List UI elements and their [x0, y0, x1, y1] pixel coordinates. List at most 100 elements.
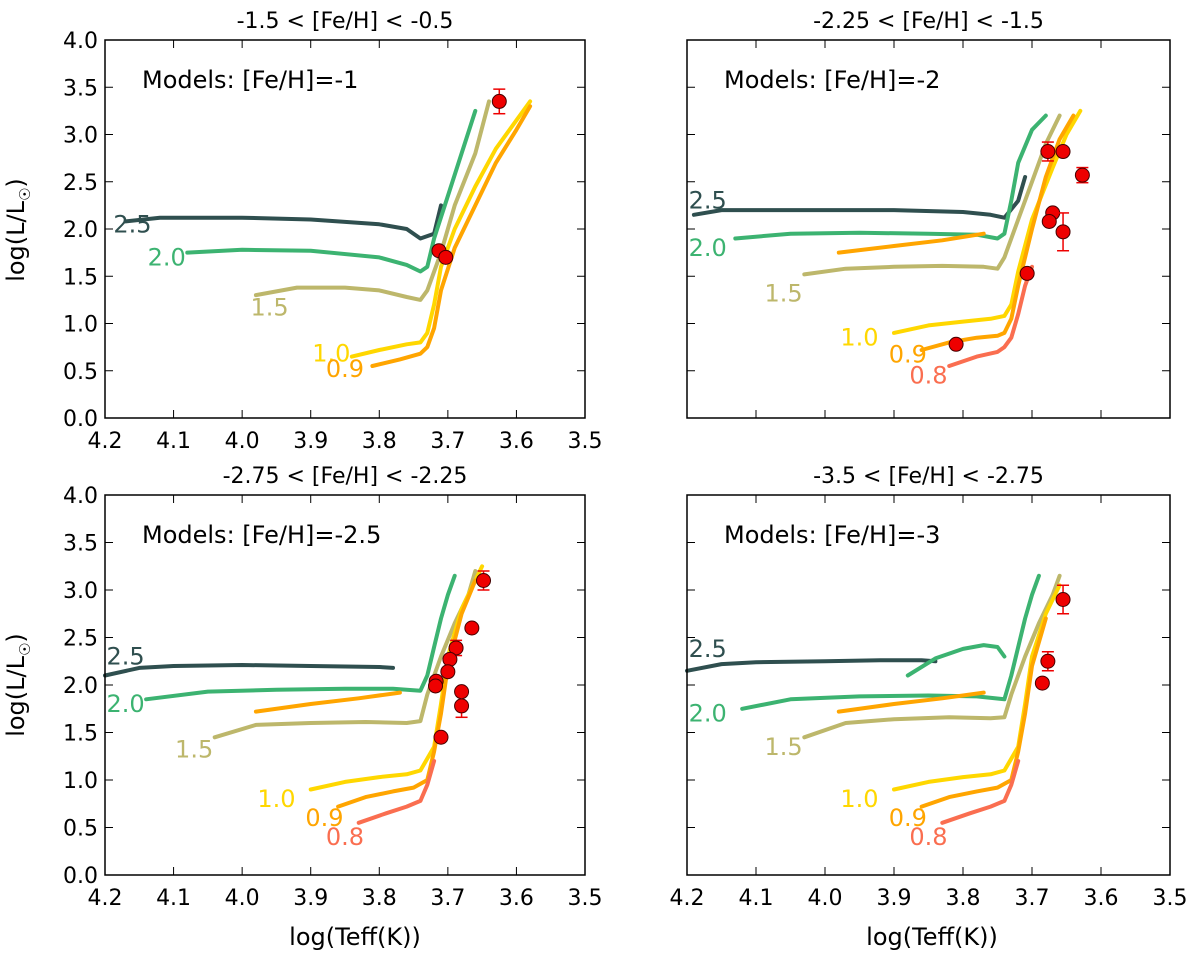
x-tick-label: 4.0 [225, 886, 260, 911]
track-label: 0.9 [889, 341, 927, 369]
y-tick-label: 3.0 [63, 579, 98, 604]
y-tick-label: 0.0 [63, 407, 98, 432]
data-point [948, 336, 964, 352]
track-label: 2.0 [106, 690, 144, 718]
x-tick-label: 4.1 [739, 886, 774, 911]
y-axis-label-close: ) [2, 178, 30, 187]
y-axis-label-bottom: log(L/L☉) [2, 633, 34, 737]
track-label: 1.5 [175, 736, 213, 764]
track-0.9 [370, 104, 533, 368]
data-point [442, 651, 458, 667]
track-2.5 [685, 658, 938, 673]
track-label: 0.9 [889, 804, 927, 832]
y-tick-label: 0.5 [63, 817, 98, 842]
panel-title: -1.5 < [Fe/H] < -0.5 [237, 9, 454, 34]
data-point [1019, 265, 1035, 281]
track-label: 2.5 [689, 187, 727, 215]
panel-title: -3.5 < [Fe/H] < -2.75 [813, 464, 1044, 489]
y-tick-label: 1.5 [63, 722, 98, 747]
x-tick-label: 3.6 [499, 429, 534, 454]
y-tick-label: 0.5 [63, 360, 98, 385]
y-axis-label-sub: ☉ [16, 188, 34, 201]
y-tick-label: 2.5 [63, 627, 98, 652]
track-2.0 [185, 108, 478, 274]
track-label: 0.8 [326, 823, 364, 851]
y-axis-label-close: ) [2, 633, 30, 642]
track-label: 2.5 [113, 210, 151, 238]
track-branch-6 [836, 231, 986, 255]
x-tick-label: 4.1 [156, 429, 191, 454]
data-point [428, 678, 444, 694]
panel-4: -3.5 < [Fe/H] < -2.75 2.5 2.0 1.5 1.0 0.90.8 M… [670, 464, 1188, 911]
x-tick-label: 3.9 [877, 886, 912, 911]
x-tick-label: 4.2 [88, 429, 123, 454]
track-label: 1.0 [312, 340, 350, 368]
x-axis-label-right: log(Teff(K)) [866, 923, 998, 951]
x-tick-label: 3.6 [499, 886, 534, 911]
panel-3: -2.75 < [Fe/H] < -2.25 2.5 2.0 1.5 1.0 0.90.8… [63, 464, 603, 911]
x-tick-label: 4.1 [156, 886, 191, 911]
x-tick-label: 4.2 [670, 886, 705, 911]
svg-text:log(L/L☉): log(L/L☉) [2, 178, 34, 282]
data-point [476, 573, 492, 588]
track-label: 2.5 [106, 643, 144, 671]
x-tick-label: 3.7 [430, 886, 465, 911]
track-0.8 [940, 759, 1021, 825]
track-2.5 [103, 663, 395, 678]
data-point [1040, 653, 1056, 669]
track-0.8 [947, 264, 1034, 368]
x-tick-label: 3.5 [1153, 886, 1188, 911]
x-tick-label: 4.2 [88, 886, 123, 911]
y-axis-label-main: log(L/L [2, 200, 30, 281]
y-tick-label: 3.5 [63, 76, 98, 101]
track-label: 0.9 [305, 804, 343, 832]
track-0.9 [919, 113, 1076, 352]
x-tick-label: 3.9 [293, 429, 328, 454]
x-tick-label: 3.5 [568, 429, 603, 454]
track-branch-6 [253, 690, 402, 714]
panel-title: -2.25 < [Fe/H] < -1.5 [813, 9, 1044, 34]
x-tick-label: 4.0 [225, 429, 260, 454]
track-label: 1.5 [765, 279, 803, 307]
track-1.0 [892, 583, 1062, 792]
data-point [448, 640, 464, 656]
data-point [1041, 213, 1057, 229]
x-tick-label: 3.5 [568, 886, 603, 911]
y-tick-label: 1.5 [63, 265, 98, 290]
y-tick-label: 3.0 [63, 124, 98, 149]
track-label: 1.5 [250, 293, 288, 321]
track-2.0 [733, 113, 1048, 241]
data-point [1055, 592, 1071, 607]
y-tick-label: 3.5 [63, 532, 98, 557]
y-tick-label: 4.0 [63, 29, 98, 54]
track-label: 0.8 [909, 361, 947, 389]
data-point [1040, 144, 1056, 160]
track-label: 0.9 [326, 355, 364, 383]
x-tick-label: 3.7 [1015, 886, 1050, 911]
track-label: 2.0 [148, 243, 186, 271]
axes-frame [686, 494, 1171, 876]
data-point [1074, 167, 1090, 183]
data-point [464, 620, 480, 636]
model-annotation: Models: [Fe/H]=-3 [724, 521, 940, 549]
track-branch-6 [836, 690, 986, 714]
panel-1: -1.5 < [Fe/H] < -0.52.52.01.51.00.9Model… [63, 9, 603, 454]
x-tick-label: 3.9 [293, 886, 328, 911]
model-annotation: Models: [Fe/H]=-2 [724, 66, 940, 94]
track-0.8 [356, 759, 437, 825]
x-tick-label: 4.0 [808, 886, 843, 911]
data-point [440, 664, 456, 680]
x-tick-label: 3.7 [430, 429, 465, 454]
track-2.5 [123, 203, 443, 241]
track-1.5 [802, 113, 1062, 277]
y-axis-label-top: log(L/L☉) [2, 178, 34, 282]
track-1.0 [349, 99, 533, 359]
y-tick-label: 2.0 [63, 218, 98, 243]
x-tick-label: 3.8 [362, 429, 397, 454]
x-tick-label: 3.6 [1084, 886, 1119, 911]
track-label: 1.0 [840, 324, 878, 352]
x-tick-label: 3.8 [946, 886, 981, 911]
track-2.5 [691, 175, 1028, 220]
svg-text:log(L/L☉): log(L/L☉) [2, 633, 34, 737]
